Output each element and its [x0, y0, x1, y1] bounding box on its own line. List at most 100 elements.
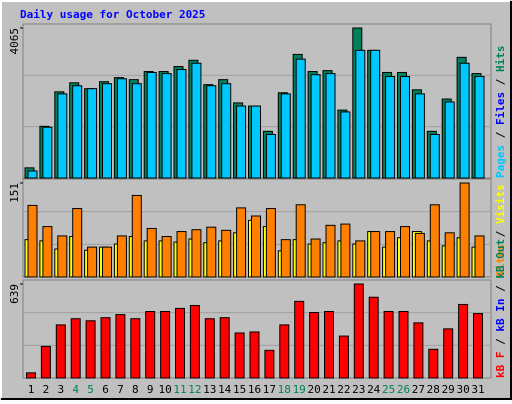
x-tick-label: 1	[28, 383, 35, 396]
bar	[444, 101, 455, 179]
bar	[295, 204, 306, 278]
bar	[370, 231, 381, 278]
x-tick-label: 2	[43, 383, 50, 396]
bar	[160, 311, 171, 379]
bar	[355, 49, 366, 179]
x-tick-label: 15	[233, 383, 246, 396]
bar	[27, 204, 38, 278]
bar	[400, 76, 410, 179]
bar	[102, 246, 112, 278]
bar	[87, 88, 98, 179]
bar	[27, 170, 38, 179]
x-tick-label: 5	[87, 383, 94, 396]
bar	[234, 332, 245, 379]
bar	[161, 236, 172, 278]
bar	[413, 322, 424, 379]
legend-entry: Visits	[494, 184, 507, 224]
x-tick-label: 24	[367, 383, 381, 396]
y-tick-label: 4065	[8, 28, 21, 55]
bar	[459, 62, 470, 179]
x-tick-label: 21	[322, 383, 335, 396]
bar	[42, 226, 53, 278]
bar	[55, 324, 66, 379]
bar	[191, 62, 202, 179]
bar	[131, 83, 142, 179]
bar	[206, 85, 217, 179]
bar	[429, 204, 440, 278]
legend-entry: Files	[494, 92, 507, 125]
bar	[236, 207, 247, 278]
legend-entry: kB F	[494, 352, 507, 379]
bar	[280, 93, 291, 179]
bar	[400, 226, 410, 278]
bar	[385, 231, 396, 278]
bar	[26, 372, 36, 379]
bar	[340, 223, 351, 278]
bar	[473, 313, 483, 379]
bar	[146, 71, 157, 179]
bar	[398, 311, 409, 379]
chart-title: Daily usage for October 2025	[20, 8, 205, 21]
bar	[325, 224, 336, 278]
bar	[370, 49, 381, 179]
x-tick-label: 12	[188, 383, 201, 396]
bar	[236, 105, 247, 179]
bar	[429, 133, 440, 179]
legend: Pages / Files / Hits	[494, 46, 507, 179]
x-tick-label: 17	[263, 383, 276, 396]
bar	[100, 317, 111, 379]
bar	[146, 227, 157, 278]
bar	[324, 311, 334, 379]
bar	[279, 324, 290, 379]
bar	[251, 215, 261, 278]
bar	[295, 58, 306, 179]
legend-separator: /	[494, 72, 507, 92]
bar	[57, 235, 68, 278]
bar	[338, 335, 349, 379]
bar	[175, 307, 185, 379]
bar	[264, 349, 275, 379]
bar	[368, 296, 379, 379]
bar	[353, 283, 364, 379]
bar	[310, 74, 321, 179]
legend: kB F / kB In / kB Out	[494, 239, 507, 378]
x-tick-label: 18	[278, 383, 291, 396]
legend-separator: /	[494, 279, 507, 299]
bar	[443, 328, 454, 379]
x-tick-label: 22	[337, 383, 350, 396]
bar	[310, 238, 321, 278]
x-tick-label: 31	[471, 383, 484, 396]
bar	[458, 303, 469, 379]
x-tick-label: 6	[102, 383, 109, 396]
x-tick-label: 16	[248, 383, 261, 396]
bar	[131, 194, 142, 278]
x-tick-label: 28	[427, 383, 440, 396]
x-tick-label: 3	[57, 383, 64, 396]
bar	[189, 304, 200, 379]
x-tick-label: 23	[352, 383, 365, 396]
x-tick-label: 27	[412, 383, 425, 396]
bar	[474, 76, 485, 179]
bar	[428, 348, 439, 379]
legend-separator: /	[494, 332, 507, 352]
bar	[42, 126, 53, 179]
bar	[414, 232, 425, 278]
x-tick-label: 14	[218, 383, 232, 396]
bar	[414, 93, 425, 179]
x-tick-label: 30	[456, 383, 469, 396]
bar	[383, 311, 394, 379]
legend-entry: Pages	[494, 145, 507, 178]
bar	[176, 231, 187, 278]
bar	[444, 232, 455, 278]
bar	[385, 76, 396, 179]
bar	[72, 208, 83, 278]
bar	[219, 317, 230, 379]
bar	[115, 314, 126, 379]
bar	[355, 240, 366, 278]
legend-entry: Sites	[494, 244, 507, 277]
bar	[474, 235, 485, 278]
y-tick-label: 639	[8, 284, 21, 304]
bar	[70, 318, 81, 379]
